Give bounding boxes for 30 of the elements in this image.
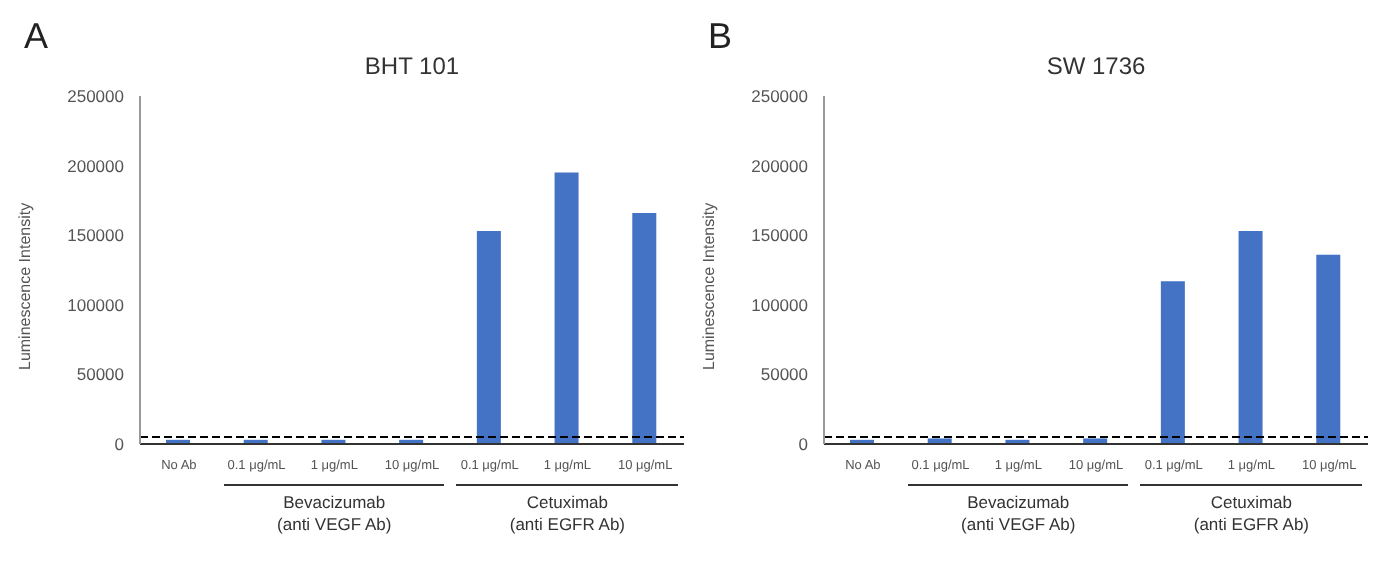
y-tick-label: 150000 <box>67 225 125 246</box>
y-tick-label: 50000 <box>76 364 125 385</box>
bar <box>554 172 579 444</box>
bar <box>632 212 657 444</box>
text: Cetuximab (anti EGFR Ab) <box>456 484 678 537</box>
chart-title: BHT 101 <box>362 52 462 80</box>
y-axis-title: Luminescence Intensity <box>15 202 34 370</box>
text: Bevacizumab (anti VEGF Ab) <box>907 484 1129 537</box>
chart-title: SW 1736 <box>1044 52 1148 80</box>
y-tick-label: 100000 <box>751 294 809 315</box>
y-axis-title: Luminescence Intensity <box>699 202 718 370</box>
y-tick-label: 0 <box>798 434 809 455</box>
y-tick-label: 150000 <box>751 225 809 246</box>
bar <box>927 438 952 444</box>
y-tick-label: 200000 <box>751 155 809 176</box>
text: B <box>708 16 733 58</box>
text: Cetuximab (anti EGFR Ab) <box>1140 484 1362 537</box>
y-tick-label: 100000 <box>67 294 125 315</box>
bar <box>1160 281 1185 444</box>
y-tick-label: 250000 <box>67 86 125 107</box>
bar <box>1316 254 1341 444</box>
y-tick-label: 0 <box>114 434 125 455</box>
y-tick-label: 200000 <box>67 155 125 176</box>
bar <box>476 231 501 444</box>
y-tick-label: 250000 <box>751 86 809 107</box>
text: A <box>24 16 49 58</box>
bar <box>1083 438 1108 444</box>
bar <box>1238 231 1263 444</box>
y-tick-label: 50000 <box>760 364 809 385</box>
text: Bevacizumab (anti VEGF Ab) <box>223 484 445 537</box>
